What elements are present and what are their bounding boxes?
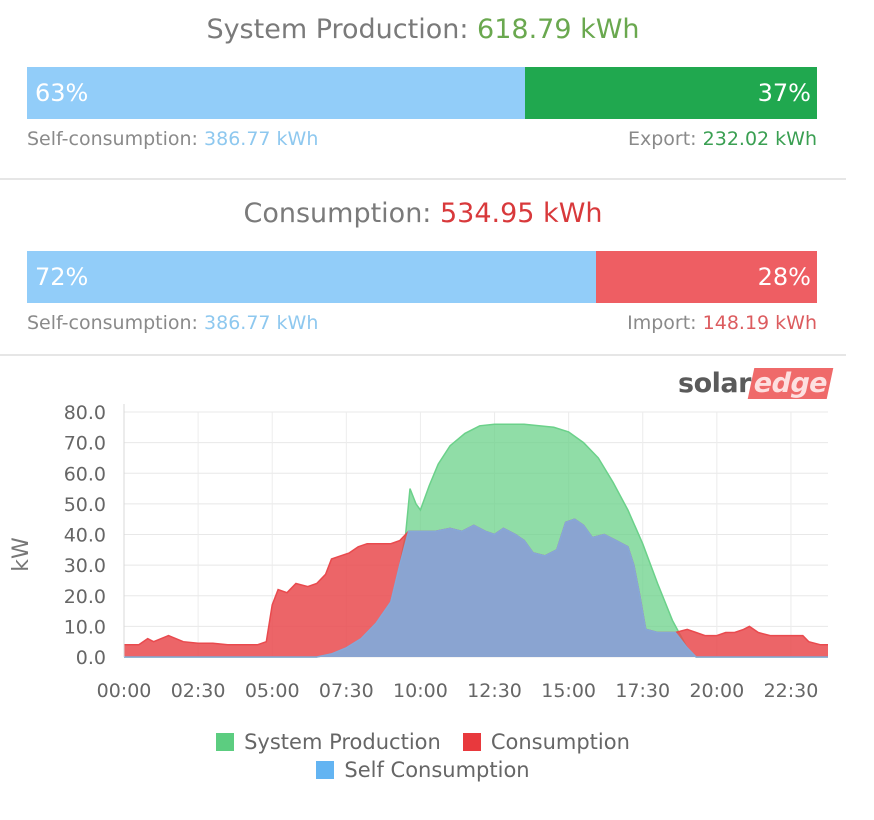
consumption-import-segment: 28% bbox=[595, 251, 817, 303]
production-self-consumption: Self-consumption: 386.77 kWh bbox=[27, 128, 318, 150]
consumption-bar: 72% 28% bbox=[27, 251, 817, 303]
y-tick-label: 80.0 bbox=[64, 402, 106, 424]
divider bbox=[0, 354, 846, 356]
x-tick-label: 02:30 bbox=[171, 680, 226, 702]
logo-text-solar: solar bbox=[678, 367, 751, 399]
x-tick-label: 22:30 bbox=[764, 680, 819, 702]
y-axis-title: kW bbox=[9, 537, 34, 572]
solaredge-logo: solar edge bbox=[678, 366, 834, 400]
consumption-label: Consumption: bbox=[243, 198, 432, 229]
y-tick-label: 40.0 bbox=[64, 525, 106, 547]
self-consumption-area bbox=[124, 519, 828, 657]
y-tick-label: 50.0 bbox=[64, 494, 106, 516]
self-consumption-line bbox=[124, 518, 828, 658]
production-label: System Production: bbox=[206, 14, 469, 45]
legend-label-consumption: Consumption bbox=[490, 730, 630, 754]
chart-legend-row-2: Self Consumption bbox=[0, 758, 846, 782]
legend-item-self-consumption[interactable]: Self Consumption bbox=[316, 758, 530, 782]
consumption-import-label: Import: bbox=[627, 312, 697, 334]
consumption-import-percent: 28% bbox=[757, 263, 811, 291]
legend-label-self-consumption: Self Consumption bbox=[344, 758, 530, 782]
x-tick-label: 00:00 bbox=[97, 680, 152, 702]
logo-text-edge: edge bbox=[747, 367, 834, 399]
x-tick-label: 15:00 bbox=[541, 680, 596, 702]
consumption-self-consumption-percent: 72% bbox=[35, 263, 89, 291]
x-tick-label: 10:00 bbox=[393, 680, 448, 702]
consumption-value: 534.95 kWh bbox=[440, 198, 603, 229]
y-tick-label: 10.0 bbox=[64, 616, 106, 638]
legend-swatch-consumption bbox=[462, 733, 481, 751]
y-tick-label: 0.0 bbox=[76, 647, 106, 669]
chart-legend: System Production Consumption bbox=[0, 730, 846, 754]
power-chart: 0.0 10.0 20.0 30.0 40.0 50.0 60.0 70.0 80.0 00:00… bbox=[9, 402, 828, 702]
chart-axes: 0.0 10.0 20.0 30.0 40.0 50.0 60.0 70.0 80.0 00:00… bbox=[9, 402, 818, 702]
divider bbox=[0, 178, 846, 180]
consumption-self-consumption-segment: 72% bbox=[27, 251, 596, 303]
consumption-breakdown: Self-consumption: 386.77 kWh Import: 148… bbox=[27, 312, 817, 334]
consumption-self-consumption-label: Self-consumption: bbox=[27, 312, 198, 334]
production-self-consumption-value: 386.77 kWh bbox=[204, 128, 319, 150]
chart-areas bbox=[124, 423, 828, 658]
consumption-import: Import: 148.19 kWh bbox=[627, 312, 817, 334]
production-export-label: Export: bbox=[627, 128, 697, 150]
consumption-self-consumption: Self-consumption: 386.77 kWh bbox=[27, 312, 318, 334]
production-value: 618.79 kWh bbox=[477, 14, 640, 45]
x-tick-label: 05:00 bbox=[245, 680, 300, 702]
y-tick-label: 70.0 bbox=[64, 433, 106, 455]
legend-item-system-production[interactable]: System Production bbox=[216, 730, 441, 754]
consumption-import-value: 148.19 kWh bbox=[702, 312, 817, 334]
production-self-consumption-label: Self-consumption: bbox=[27, 128, 198, 150]
legend-swatch-system-production bbox=[216, 733, 235, 751]
y-tick-label: 60.0 bbox=[64, 463, 106, 485]
legend-label-system-production: System Production bbox=[244, 730, 441, 754]
production-self-consumption-percent: 63% bbox=[35, 79, 89, 107]
x-tick-label: 12:30 bbox=[467, 680, 522, 702]
x-tick-label: 20:00 bbox=[689, 680, 744, 702]
legend-item-consumption[interactable]: Consumption bbox=[462, 730, 630, 754]
x-tick-label: 17:30 bbox=[615, 680, 670, 702]
x-tick-label: 07:30 bbox=[319, 680, 374, 702]
production-self-consumption-segment: 63% bbox=[27, 67, 525, 119]
production-export-segment: 37% bbox=[524, 67, 817, 119]
production-export-percent: 37% bbox=[757, 79, 811, 107]
production-title: System Production: 618.79 kWh bbox=[0, 14, 846, 45]
legend-swatch-self-consumption bbox=[316, 761, 335, 779]
production-export-value: 232.02 kWh bbox=[702, 128, 817, 150]
production-export: Export: 232.02 kWh bbox=[628, 128, 817, 150]
consumption-self-consumption-value: 386.77 kWh bbox=[204, 312, 319, 334]
y-tick-label: 20.0 bbox=[64, 586, 106, 608]
consumption-title: Consumption: 534.95 kWh bbox=[0, 198, 846, 229]
y-tick-label: 30.0 bbox=[64, 555, 106, 577]
production-bar: 63% 37% bbox=[27, 67, 817, 119]
production-breakdown: Self-consumption: 386.77 kWh Export: 232… bbox=[27, 128, 817, 150]
